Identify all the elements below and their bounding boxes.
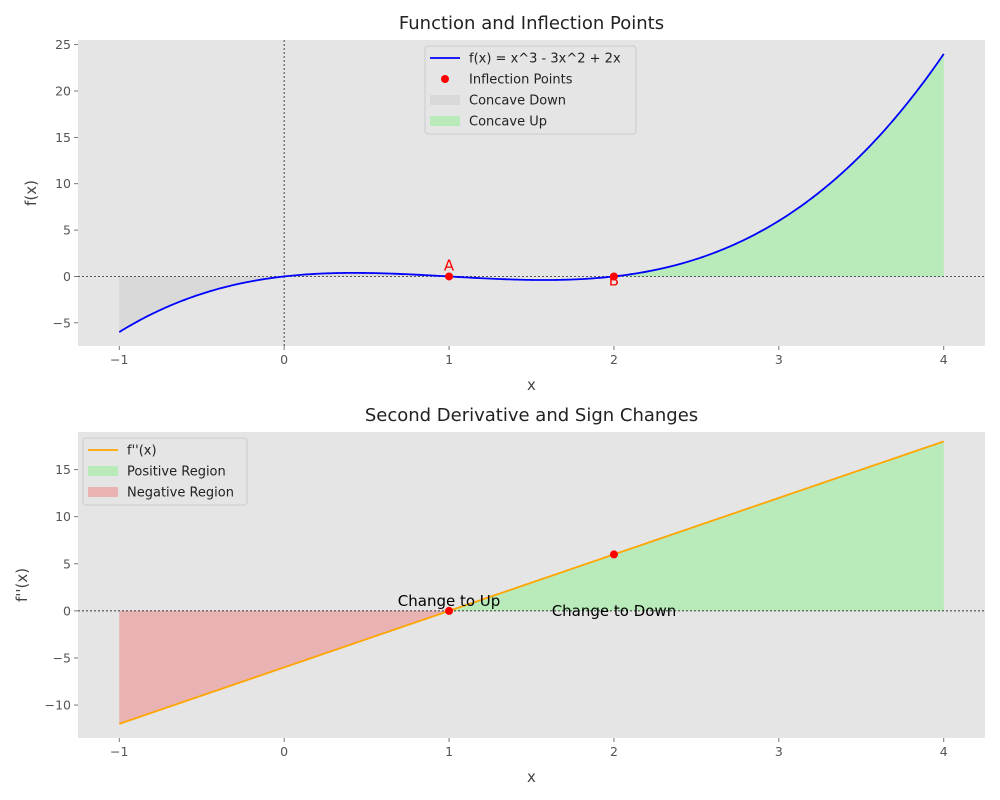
y-tick-label: −5 xyxy=(53,650,71,665)
bottom-chart-x-axis-label: x xyxy=(527,768,536,786)
f-curve xyxy=(118,53,945,333)
inflection-point xyxy=(609,550,618,559)
y-tick-label: 20 xyxy=(55,84,71,99)
fpp-line xyxy=(118,440,945,725)
top-chart-title: Function and Inflection Points xyxy=(399,13,664,34)
bottom-chart-y-axis-label: f''(x) xyxy=(13,568,31,602)
x-tick-label: 2 xyxy=(610,744,618,759)
x-tick-label: 0 xyxy=(280,744,288,759)
legend-label-f: f(x) = x^3 - 3x^2 + 2x xyxy=(469,52,621,67)
y-tick-label: 15 xyxy=(55,462,71,477)
y-tick-label: 25 xyxy=(55,37,71,52)
y-tick-label: −5 xyxy=(53,315,71,330)
legend-label-fpp: f''(x) xyxy=(127,444,157,459)
x-tick-label: 4 xyxy=(940,744,948,759)
legend-label-inflection: Inflection Points xyxy=(469,73,573,88)
annotation-change-to-down: Change to Down xyxy=(552,602,677,620)
legend-swatch-negative xyxy=(88,487,118,497)
bottom-chart-title: Second Derivative and Sign Changes xyxy=(365,405,698,426)
y-tick-label: 5 xyxy=(63,223,71,238)
x-tick-label: 1 xyxy=(445,744,453,759)
inflection-point xyxy=(445,606,454,615)
concave-up-fill xyxy=(613,53,944,277)
inflection-point-label: A xyxy=(444,256,455,274)
x-tick-label: 1 xyxy=(445,352,453,367)
legend-label-concave-up: Concave Up xyxy=(469,115,547,130)
top-chart: A B −1 0 1 2 3 4 −5 0 5 10 15 20 25 Function and Infl… xyxy=(22,13,985,394)
y-tick-label: 0 xyxy=(63,603,71,618)
legend-label-negative: Negative Region xyxy=(127,486,234,501)
y-tick-label: 10 xyxy=(55,176,71,191)
y-tick-label: 5 xyxy=(63,556,71,571)
x-tick-label: 3 xyxy=(775,744,783,759)
concave-down-fill xyxy=(119,272,450,333)
top-chart-x-axis-label: x xyxy=(527,376,536,394)
legend-label-concave-down: Concave Down xyxy=(469,94,566,109)
inflection-point xyxy=(445,272,454,281)
top-chart-legend: f(x) = x^3 - 3x^2 + 2x Inflection Points… xyxy=(424,45,637,135)
y-tick-label: 10 xyxy=(55,509,71,524)
y-tick-label: −10 xyxy=(45,698,71,713)
inflection-point-label: B xyxy=(609,271,619,289)
y-tick-label: 0 xyxy=(63,269,71,284)
x-tick-label: 4 xyxy=(940,352,948,367)
x-tick-label: 3 xyxy=(775,352,783,367)
bottom-chart-legend-box xyxy=(82,437,248,506)
inflection-point xyxy=(609,272,618,281)
legend-swatch-concave-down xyxy=(430,95,460,105)
annotation-change-to-up: Change to Up xyxy=(398,592,501,610)
x-tick-label: −1 xyxy=(110,744,128,759)
y-tick-label: 15 xyxy=(55,130,71,145)
top-chart-y-axis-label: f(x) xyxy=(22,180,40,206)
legend-label-positive: Positive Region xyxy=(127,465,226,480)
x-tick-label: 0 xyxy=(280,352,288,367)
legend-swatch-inflection xyxy=(441,75,449,83)
x-tick-label: −1 xyxy=(110,352,128,367)
bottom-chart-legend: f''(x) Positive Region Negative Region xyxy=(82,437,248,506)
legend-swatch-concave-up xyxy=(430,116,460,126)
x-tick-label: 2 xyxy=(610,352,618,367)
top-chart-legend-box xyxy=(424,45,637,135)
legend-swatch-positive xyxy=(88,466,118,476)
